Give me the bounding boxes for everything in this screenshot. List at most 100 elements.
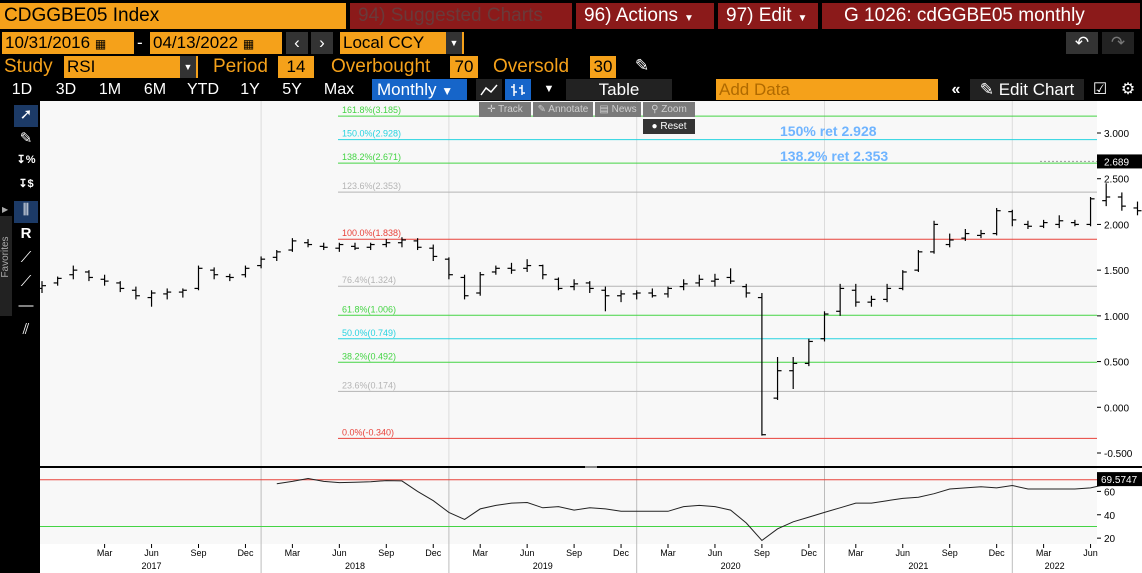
ohlc-bar (225, 273, 234, 282)
ohlc-bar (366, 242, 375, 251)
start-date-text: 10/31/2016 (5, 33, 91, 52)
dollar-line-icon[interactable]: ↧$ (18, 178, 34, 190)
overlay-reset-button[interactable]: ● Reset (643, 119, 695, 134)
range-button-max[interactable]: Max (314, 79, 364, 100)
calendar-icon[interactable]: ▦ (242, 37, 255, 51)
fib-label: 123.6%(2.353) (342, 181, 401, 191)
horizontal-line-icon[interactable]: — (18, 297, 34, 314)
rsi-tick-label: 60 (1104, 487, 1116, 498)
overlay-reset-label: Reset (660, 121, 687, 132)
y-tick-label: 1.000 (1104, 312, 1129, 323)
suggested-charts-button[interactable]: 94) Suggested Charts (350, 3, 572, 29)
chart-annotation[interactable]: 150% ret 2.928 (780, 123, 877, 139)
bar-chart-icon[interactable] (505, 79, 531, 100)
actions-menu-button[interactable]: 96) Actions ▼ (576, 3, 714, 29)
ray-line-icon[interactable]: ⟋ (20, 273, 32, 290)
cursor-icon[interactable]: ➚ (14, 105, 38, 127)
ohlc-bar (319, 242, 328, 251)
trendline-icon[interactable]: ⟋ (20, 249, 32, 266)
line-chart-icon[interactable] (476, 79, 502, 100)
overlay-annotate-button[interactable]: ✎ Annotate (533, 102, 593, 117)
x-tick-label: Dec (613, 548, 630, 558)
pen-tool-icon[interactable]: ✎ (19, 130, 33, 147)
range-button-ytd[interactable]: YTD (178, 79, 228, 100)
overlay-news-button[interactable]: ▤ News (595, 102, 641, 117)
y-tick-label: 2.500 (1104, 175, 1129, 186)
study-select[interactable]: RSI ▼ (64, 56, 198, 78)
ohlc-bar (898, 270, 907, 291)
start-date-field[interactable]: 10/31/2016 ▦ (2, 32, 134, 54)
ohlc-bar (38, 281, 46, 293)
x-year-label: 2021 (908, 561, 928, 571)
overlay-zoom-button[interactable]: ⚲ Zoom (643, 102, 695, 117)
range-button-6m[interactable]: 6M (134, 79, 176, 100)
chevron-right-icon[interactable]: ▶ (2, 205, 9, 214)
annotate-icon: ✎ (537, 104, 549, 115)
chart-annotation[interactable]: 138.2% ret 2.353 (780, 148, 888, 164)
gear-icon[interactable]: ⚙ (1120, 81, 1136, 98)
undo-button[interactable]: ↶ (1066, 32, 1098, 54)
frequency-select[interactable]: Monthly ▼ (372, 79, 467, 100)
next-period-button[interactable]: › (311, 32, 333, 54)
channel-icon[interactable]: ⫽ (22, 321, 30, 338)
pencil-icon: ✎ (979, 80, 994, 99)
overlay-track-button[interactable]: ✛ Track (479, 102, 531, 117)
ticker-field[interactable]: CDGGBE05 Index (0, 3, 346, 29)
prev-period-button[interactable]: ‹ (286, 32, 308, 54)
x-tick-label: Sep (378, 548, 394, 558)
ohlc-bar (804, 338, 813, 367)
add-data-input[interactable]: Add Data (716, 79, 938, 100)
x-year-label: 2017 (142, 561, 162, 571)
x-tick-label: Dec (801, 548, 818, 558)
x-tick-label: Dec (989, 548, 1006, 558)
pencil-icon[interactable]: ✎ (634, 56, 650, 75)
range-button-1y[interactable]: 1Y (230, 79, 270, 100)
regression-icon[interactable]: R (20, 225, 32, 242)
fib-label: 76.4%(1.324) (342, 275, 396, 285)
overlay-news-label: News (611, 104, 637, 115)
currency-value: Local CCY (343, 33, 425, 52)
chevron-down-icon: ▼ (441, 84, 454, 98)
x-year-label: 2020 (721, 561, 741, 571)
range-button-5y[interactable]: 5Y (272, 79, 312, 100)
x-tick-label: Jun (895, 548, 910, 558)
oversold-input[interactable]: 30 (590, 56, 616, 78)
checklist-icon[interactable]: ☑ (1092, 81, 1108, 98)
fib-label: 23.6%(0.174) (342, 380, 396, 390)
redo-button[interactable]: ↷ (1102, 32, 1134, 54)
rsi-line (276, 477, 1142, 542)
suggested-charts-number: 94) (358, 5, 386, 26)
news-icon: ▤ (599, 104, 612, 115)
ohlc-bar (867, 295, 876, 307)
edit-chart-button[interactable]: ✎ Edit Chart (970, 79, 1084, 100)
fib-label: 61.8%(1.006) (342, 304, 396, 314)
overbought-input[interactable]: 70 (450, 56, 478, 78)
ohlc-bar (1086, 197, 1095, 227)
ohlc-bar (961, 229, 970, 241)
ohlc-bar (69, 265, 78, 280)
rsi-tick-label: 40 (1104, 511, 1116, 522)
fibonacci-icon[interactable]: ⫼ (14, 201, 38, 223)
favorites-tab[interactable] (0, 216, 12, 316)
ohlc-bar (1055, 215, 1064, 229)
x-year-label: 2018 (345, 561, 365, 571)
percent-line-icon[interactable]: ↧% (16, 154, 36, 166)
table-button[interactable]: Table (566, 79, 672, 100)
chevron-down-icon: ▼ (684, 13, 694, 24)
period-input[interactable]: 14 (278, 56, 314, 78)
currency-select[interactable]: Local CCY ▼ (340, 32, 464, 54)
x-year-label: 2022 (1045, 561, 1065, 571)
range-button-1m[interactable]: 1M (88, 79, 132, 100)
range-button-1d[interactable]: 1D (2, 79, 42, 100)
calendar-icon[interactable]: ▦ (94, 37, 107, 51)
end-date-field[interactable]: 04/13/2022 ▦ (150, 32, 282, 54)
range-buttons: 1D 3D 1M 6M YTD 1Y 5Y Max (0, 79, 370, 100)
fib-label: 0.0%(-0.340) (342, 427, 394, 437)
edit-menu-button[interactable]: 97) Edit ▼ (718, 3, 818, 29)
chart-area[interactable]: 161.8%(3.185) 150.0%(2.928) 138.2%(2.671) 1… (0, 101, 1142, 573)
collapse-panel-icon[interactable]: « (951, 81, 961, 98)
chart-type-chevron-icon[interactable]: ▼ (543, 83, 555, 95)
edit-number: 97) (726, 5, 754, 26)
overlay-track-label: Track (498, 104, 523, 115)
range-button-3d[interactable]: 3D (46, 79, 86, 100)
